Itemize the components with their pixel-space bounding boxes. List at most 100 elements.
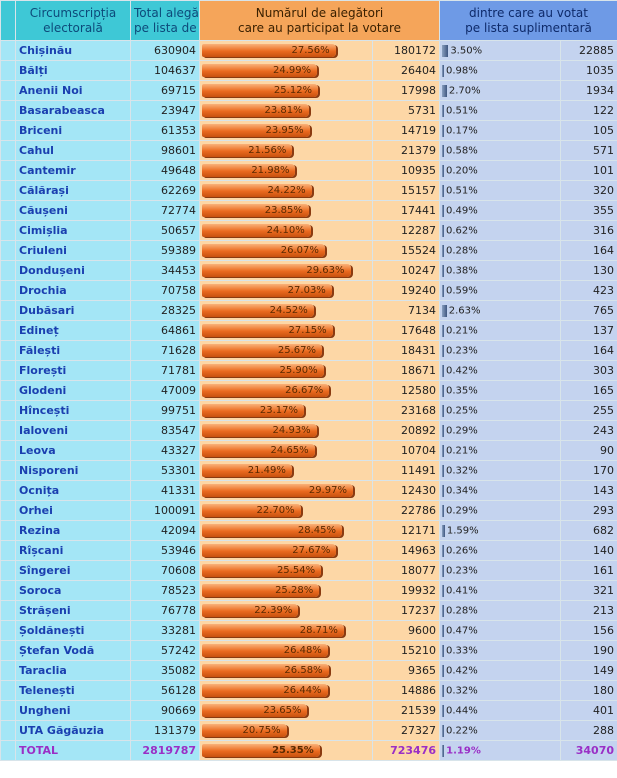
district-link[interactable]: UTA Găgăuzia <box>15 720 131 741</box>
base-list-total: 98601 <box>130 140 200 161</box>
supplementary-count: 34070 <box>560 740 617 761</box>
base-list-total: 34453 <box>130 260 200 281</box>
turnout-bar-cell: 26.58% <box>199 660 373 681</box>
turnout-bar: 21.49% <box>202 464 292 477</box>
supplementary-bar <box>442 645 445 657</box>
district-link[interactable]: Fălești <box>15 340 131 361</box>
turnout-percent: 22.70% <box>256 505 295 516</box>
header-blank <box>0 0 16 41</box>
district-link[interactable]: Sîngerei <box>15 560 131 581</box>
supplementary-count: 571 <box>560 140 617 161</box>
district-link[interactable]: Cimișlia <box>15 220 131 241</box>
voters-participated: 723476 <box>371 740 441 761</box>
district-link[interactable]: Florești <box>15 360 131 381</box>
turnout-bar: 25.28% <box>202 584 320 597</box>
district-link[interactable]: Călărași <box>15 180 131 201</box>
voters-participated: 17998 <box>371 80 441 101</box>
district-link[interactable]: Telenești <box>15 680 131 701</box>
district-link[interactable]: Hîncești <box>15 400 131 421</box>
supplementary-percent-cell: 0.23% <box>439 340 562 361</box>
district-link[interactable]: Ungheni <box>15 700 131 721</box>
turnout-bar: 23.65% <box>202 704 308 717</box>
row-blank <box>0 620 16 641</box>
supplementary-percent: 0.32% <box>446 685 478 697</box>
voters-participated: 12580 <box>371 380 441 401</box>
district-link[interactable]: Anenii Noi <box>15 80 131 101</box>
table-row: Criuleni 59389 26.07% 15524 0.28% 164 <box>0 240 617 261</box>
row-blank <box>0 560 16 581</box>
turnout-bar: 22.70% <box>202 504 301 517</box>
district-link[interactable]: Briceni <box>15 120 131 141</box>
header-supplementary: dintre care au votat pe lista suplimentar… <box>439 0 617 41</box>
supplementary-count: 164 <box>560 340 617 361</box>
district-link[interactable]: Strășeni <box>15 600 131 621</box>
district-link[interactable]: Ștefan Vodă <box>15 640 131 661</box>
district-link[interactable]: Dubăsari <box>15 300 131 321</box>
supplementary-count: 140 <box>560 540 617 561</box>
table-row: Dondușeni 34453 29.63% 10247 0.38% 130 <box>0 260 617 281</box>
base-list-total: 23947 <box>130 100 200 121</box>
district-link[interactable]: Ialoveni <box>15 420 131 441</box>
table-row: Rîșcani 53946 27.67% 14963 0.26% 140 <box>0 540 617 561</box>
supplementary-count: 164 <box>560 240 617 261</box>
row-blank <box>0 700 16 721</box>
supplementary-percent: 0.42% <box>446 365 478 377</box>
district-link[interactable]: Leova <box>15 440 131 461</box>
turnout-bar: 21.56% <box>202 144 293 157</box>
header-total: Total alegătoripe lista de bază <box>130 0 200 41</box>
turnout-bar-cell: 22.70% <box>199 500 373 521</box>
table-row: Călărași 62269 24.22% 15157 0.51% 320 <box>0 180 617 201</box>
district-link[interactable]: Basarabeasca <box>15 100 131 121</box>
district-link[interactable]: Criuleni <box>15 240 131 261</box>
district-link[interactable]: Bălți <box>15 60 131 81</box>
turnout-bar-cell: 22.39% <box>199 600 373 621</box>
turnout-bar-cell: 27.15% <box>199 320 373 341</box>
base-list-total: 49648 <box>130 160 200 181</box>
row-blank <box>0 240 16 261</box>
table-row: Briceni 61353 23.95% 14719 0.17% 105 <box>0 120 617 141</box>
supplementary-bar <box>442 365 445 377</box>
base-list-total: 78523 <box>130 580 200 601</box>
district-link[interactable]: Drochia <box>15 280 131 301</box>
supplementary-bar <box>442 745 445 757</box>
supplementary-percent-cell: 0.29% <box>439 500 562 521</box>
district-link[interactable]: Șoldănești <box>15 620 131 641</box>
district-link[interactable]: Glodeni <box>15 380 131 401</box>
district-link[interactable]: Ocnița <box>15 480 131 501</box>
turnout-percent: 26.07% <box>280 245 319 256</box>
supplementary-bar <box>442 545 445 557</box>
table-row: Sîngerei 70608 25.54% 18077 0.23% 161 <box>0 560 617 581</box>
turnout-bar: 23.85% <box>202 204 309 217</box>
row-blank <box>0 400 16 421</box>
base-list-total: 83547 <box>130 420 200 441</box>
supplementary-percent: 0.23% <box>446 565 478 577</box>
voters-participated: 22786 <box>371 500 441 521</box>
district-link[interactable]: Edineț <box>15 320 131 341</box>
supplementary-count: 180 <box>560 680 617 701</box>
district-link[interactable]: Nisporeni <box>15 460 131 481</box>
supplementary-percent: 0.98% <box>446 65 478 77</box>
supplementary-percent-cell: 0.42% <box>439 660 562 681</box>
supplementary-count: 255 <box>560 400 617 421</box>
district-link[interactable]: Chișinău <box>15 40 131 61</box>
base-list-total: 131379 <box>130 720 200 741</box>
voters-participated: 14886 <box>371 680 441 701</box>
district-link[interactable]: Rezina <box>15 520 131 541</box>
base-list-total: 53946 <box>130 540 200 561</box>
supplementary-percent: 2.63% <box>448 305 481 317</box>
table-row: Hîncești 99751 23.17% 23168 0.25% 255 <box>0 400 617 421</box>
district-link[interactable]: Cantemir <box>15 160 131 181</box>
district-link[interactable]: Dondușeni <box>15 260 131 281</box>
district-link[interactable]: Taraclia <box>15 660 131 681</box>
district-link[interactable]: Orhei <box>15 500 131 521</box>
base-list-total: 53301 <box>130 460 200 481</box>
row-blank <box>0 360 16 381</box>
district-link[interactable]: Rîșcani <box>15 540 131 561</box>
turnout-bar: 25.12% <box>202 84 319 97</box>
district-link[interactable]: Căușeni <box>15 200 131 221</box>
supplementary-percent: 0.41% <box>446 585 478 597</box>
district-link[interactable]: Soroca <box>15 580 131 601</box>
table-row: Șoldănești 33281 28.71% 9600 0.47% 156 <box>0 620 617 641</box>
base-list-total: 76778 <box>130 600 200 621</box>
district-link[interactable]: Cahul <box>15 140 131 161</box>
